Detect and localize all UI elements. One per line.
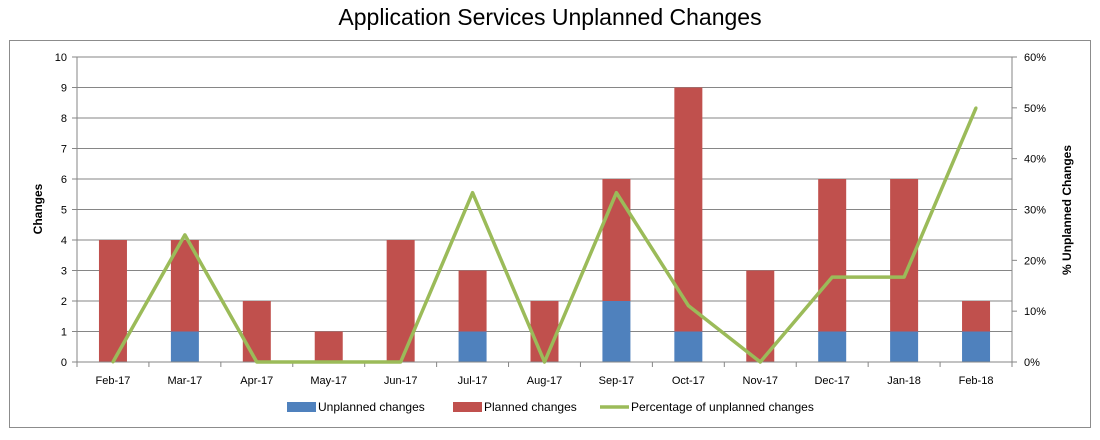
percentage-point xyxy=(830,275,834,279)
bar-unplanned xyxy=(602,301,631,362)
legend-label-planned: Planned changes xyxy=(484,400,577,414)
legend-label-percentage: Percentage of unplanned changes xyxy=(631,400,814,414)
bar-planned xyxy=(530,301,559,362)
percentage-point xyxy=(543,360,546,364)
percentage-point xyxy=(183,233,187,237)
percentage-point xyxy=(399,360,403,364)
bar-planned xyxy=(746,270,775,362)
legend-swatch-unplanned xyxy=(287,402,316,412)
bar-planned xyxy=(458,270,487,332)
y2-tick-label: 40% xyxy=(1024,154,1046,166)
x-tick-label: Nov-17 xyxy=(743,375,778,387)
percentage-line xyxy=(111,106,978,364)
x-tick-label: Feb-18 xyxy=(959,375,994,387)
bars xyxy=(98,87,991,362)
percentage-point xyxy=(686,304,690,308)
y-tick-label: 3 xyxy=(61,266,67,278)
bar-planned xyxy=(98,240,127,362)
bar-unplanned xyxy=(818,331,847,362)
y2-tick-label: 60% xyxy=(1024,52,1046,64)
bar-unplanned xyxy=(458,331,487,362)
y-tick-label: 2 xyxy=(61,296,67,308)
x-tick-label: Jul-17 xyxy=(458,375,488,387)
chart-title: Application Services Unplanned Changes xyxy=(338,4,762,30)
y-axis-title: Changes xyxy=(31,183,45,234)
x-tick-label: Aug-17 xyxy=(527,375,562,387)
y2-tick-label: 50% xyxy=(1024,103,1046,115)
x-tick-label: Mar-17 xyxy=(167,375,202,387)
bar-planned xyxy=(242,301,271,362)
bar-planned xyxy=(818,179,847,332)
y-tick-label: 6 xyxy=(61,174,67,186)
legend-label-unplanned: Unplanned changes xyxy=(318,400,425,414)
y2-tick-label: 30% xyxy=(1024,205,1046,217)
percentage-point xyxy=(902,275,906,279)
y-tick-label: 10 xyxy=(55,52,67,64)
bar-planned xyxy=(962,301,991,332)
percentage-point xyxy=(327,360,331,364)
bar-planned xyxy=(386,240,415,362)
legend-swatch-planned xyxy=(453,402,482,412)
percentage-point xyxy=(614,191,618,195)
y2-axis-title: % Unplanned Changes xyxy=(1060,145,1074,275)
bar-unplanned xyxy=(674,331,703,362)
tick-labels: 0 1 2 3 4 5 6 7 8 9 10 0% 10% 20% 30% 40% 50% 60% Feb-17 Ma… xyxy=(55,52,1046,387)
y-tick-label: 5 xyxy=(61,205,67,217)
bar-planned xyxy=(602,179,631,301)
gridlines xyxy=(77,56,1012,332)
y2-tick-label: 0% xyxy=(1024,357,1040,369)
x-tick-label: Jan-18 xyxy=(887,375,921,387)
x-tick-label: Apr-17 xyxy=(240,375,273,387)
y-tick-label: 9 xyxy=(61,83,67,95)
x-tick-label: Oct-17 xyxy=(672,375,705,387)
bar-unplanned xyxy=(170,331,199,362)
percentage-point xyxy=(255,360,259,364)
y2-tick-label: 10% xyxy=(1024,306,1046,318)
y-tick-label: 8 xyxy=(61,113,67,125)
y-tick-label: 0 xyxy=(61,357,67,369)
bar-unplanned xyxy=(962,331,991,362)
x-tick-label: Feb-17 xyxy=(96,375,131,387)
percentage-point xyxy=(974,106,978,110)
chart-frame xyxy=(9,40,1091,428)
y-tick-label: 1 xyxy=(61,327,67,339)
x-tick-label: Jun-17 xyxy=(384,375,418,387)
bar-planned xyxy=(674,87,703,332)
bar-planned xyxy=(314,331,343,362)
percentage-point xyxy=(471,191,475,195)
y-tick-label: 7 xyxy=(61,144,67,156)
percentage-point xyxy=(758,360,762,364)
x-tick-label: May-17 xyxy=(310,375,347,387)
legend: Unplanned changes Planned changes Percenta… xyxy=(287,400,814,414)
bar-planned xyxy=(170,240,199,332)
bar-unplanned xyxy=(890,331,919,362)
y2-tick-label: 20% xyxy=(1024,255,1046,267)
y-tick-label: 4 xyxy=(61,235,67,247)
percentage-point xyxy=(111,360,115,364)
x-tick-label: Dec-17 xyxy=(814,375,849,387)
x-tick-label: Sep-17 xyxy=(599,375,634,387)
